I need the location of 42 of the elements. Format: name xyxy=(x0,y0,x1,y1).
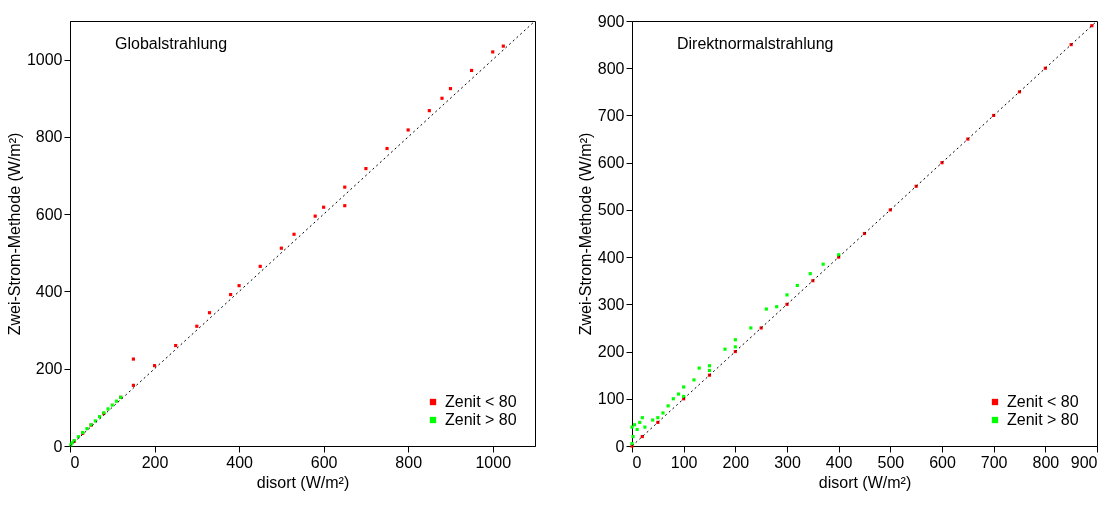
legend-label: Zenit > 80 xyxy=(1007,411,1079,428)
y-tick-label: 1000 xyxy=(26,51,63,69)
x-axis-title: disort (W/m²) xyxy=(256,473,350,491)
x-tick-label: 200 xyxy=(722,453,750,471)
text: Direktnormalstrahlung xyxy=(677,35,834,52)
y-tick-label: 0 xyxy=(615,437,625,455)
x-tick-label: 1000 xyxy=(475,453,512,471)
y-tick-label: 100 xyxy=(597,390,625,408)
x-tick-label: 0 xyxy=(632,453,642,471)
x-tick-label: 300 xyxy=(774,453,801,471)
x-tick-label: 700 xyxy=(980,453,1008,471)
x-tick-label: 900 xyxy=(1070,453,1098,471)
y-tick-label: 600 xyxy=(597,154,625,172)
y-tick-label: 600 xyxy=(35,205,63,223)
x-tick-label: 100 xyxy=(670,453,698,471)
x-tick-label: 400 xyxy=(226,453,254,471)
x-tick-label: 500 xyxy=(877,453,905,471)
y-tick-label: 300 xyxy=(597,295,625,313)
legend-label: Zenit < 80 xyxy=(1007,393,1079,410)
x-tick-label: 800 xyxy=(395,453,423,471)
x-tick-label: 600 xyxy=(929,453,956,471)
y-tick-label: 700 xyxy=(597,106,625,124)
x-tick-label: 0 xyxy=(70,453,80,471)
legend-label: Zenit < 80 xyxy=(445,393,517,410)
y-tick-label: 900 xyxy=(597,12,625,30)
y-tick-label: 800 xyxy=(597,59,625,77)
y-tick-label: 200 xyxy=(35,360,63,378)
x-tick-label: 400 xyxy=(825,453,853,471)
y-tick-label: 800 xyxy=(35,128,63,146)
x-tick-label: 800 xyxy=(1032,453,1060,471)
x-axis-title: disort (W/m²) xyxy=(818,473,912,491)
x-tick-label: 200 xyxy=(141,453,169,471)
y-tick-label: 400 xyxy=(597,248,625,266)
y-tick-label: 500 xyxy=(597,201,625,219)
y-tick-label: 200 xyxy=(597,343,625,361)
legend-label: Zenit > 80 xyxy=(445,411,517,428)
text: Globalstrahlung xyxy=(115,35,228,52)
y-axis-title: Zwei-Strom-Methode (W/m²) xyxy=(576,132,594,336)
y-tick-label: 0 xyxy=(53,437,63,455)
y-axis-title: Zwei-Strom-Methode (W/m²) xyxy=(5,132,23,336)
y-tick-label: 400 xyxy=(35,282,63,300)
x-tick-label: 600 xyxy=(310,453,338,471)
